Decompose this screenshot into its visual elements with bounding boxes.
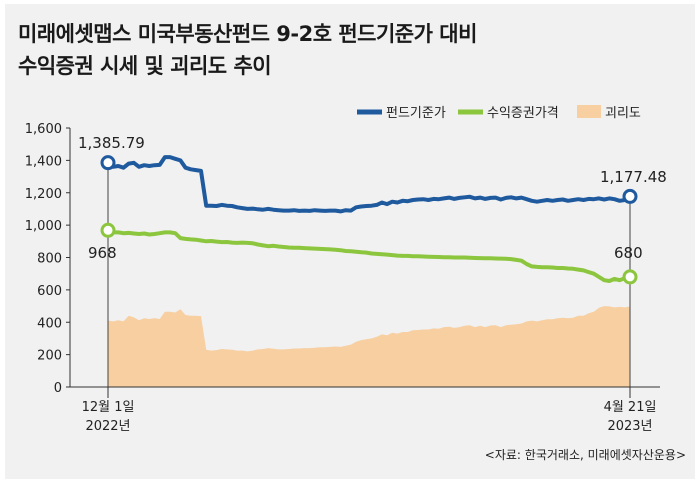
y-tick-label: 1,000 bbox=[25, 219, 62, 234]
chart-title-line-2: 수익증권 시세 및 괴리도 추이 bbox=[18, 54, 272, 78]
stock-end-marker bbox=[622, 269, 638, 285]
x-tick-label-end-date: 4월 21일 bbox=[604, 400, 657, 415]
legend-label-fund: 펀드기준가 bbox=[386, 106, 446, 121]
fund-nav-line bbox=[106, 155, 632, 214]
y-axis: 0 200 400 600 800 1,000 1,200 1,400 1,600 bbox=[25, 122, 71, 396]
legend-swatch-gap bbox=[577, 105, 601, 118]
endpoint-annotations: 1,385.79 1,177.48 968 680 bbox=[78, 134, 667, 285]
y-tick-label: 0 bbox=[54, 381, 62, 396]
x-tick-label-start-date: 12월 1일 bbox=[82, 400, 135, 415]
y-tick-label: 1,200 bbox=[25, 187, 62, 202]
chart-title: 미래에셋맵스 미국부동산펀드 9-2호 펀드기준가 대비 수익증권 시세 및 괴… bbox=[18, 18, 678, 82]
fund-end-value-label: 1,177.48 bbox=[600, 168, 667, 186]
y-tick-label: 1,600 bbox=[25, 122, 62, 137]
legend-label-gap: 괴리도 bbox=[605, 106, 641, 121]
y-tick-label: 1,400 bbox=[25, 154, 62, 169]
chart-title-line-1: 미래에셋맵스 미국부동산펀드 9-2호 펀드기준가 대비 bbox=[18, 22, 477, 46]
chart-panel bbox=[5, 4, 695, 479]
stock-start-marker bbox=[100, 222, 116, 238]
y-tick-label: 800 bbox=[37, 252, 62, 267]
fund-start-marker bbox=[100, 155, 116, 171]
series-line-layer bbox=[106, 155, 632, 387]
y-tick-label: 400 bbox=[37, 316, 62, 331]
x-tick-label-start-year: 2022년 bbox=[85, 419, 130, 434]
fund-end-marker bbox=[622, 188, 638, 204]
gap-area-layer bbox=[108, 306, 630, 387]
y-tick-label: 600 bbox=[37, 284, 62, 299]
x-axis: 12월 1일 2022년 4월 21일 2023년 bbox=[70, 386, 660, 434]
gap-area bbox=[108, 306, 630, 387]
fund-start-value-label: 1,385.79 bbox=[78, 134, 145, 152]
x-tick-label-end-year: 2023년 bbox=[607, 419, 652, 434]
legend: 펀드기준가 수익증권가격 괴리도 bbox=[357, 105, 641, 121]
legend-label-stock: 수익증권가격 bbox=[487, 106, 559, 121]
stock-start-value-label: 968 bbox=[88, 244, 117, 262]
stock-price-line bbox=[107, 228, 631, 283]
stock-end-value-label: 680 bbox=[614, 244, 643, 262]
y-tick-label: 200 bbox=[37, 349, 62, 364]
source-note: <자료: 한국거래소, 미래에셋자산운용> bbox=[484, 448, 686, 462]
